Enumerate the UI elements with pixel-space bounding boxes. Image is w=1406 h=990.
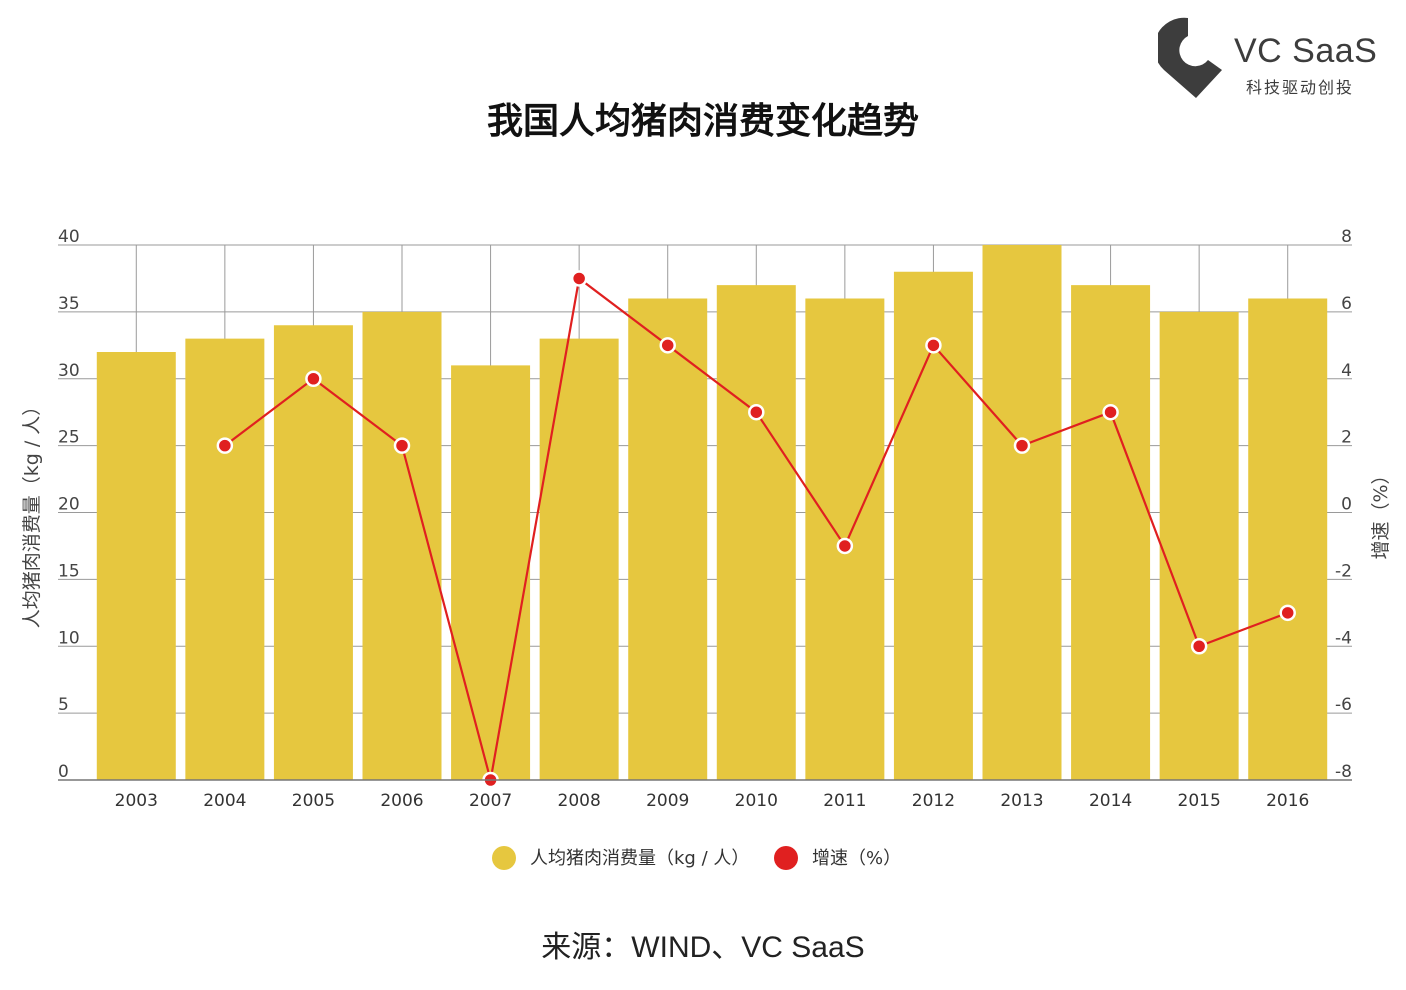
x-tick-label: 2010 xyxy=(735,791,778,811)
growth-point-2009 xyxy=(659,337,676,354)
growth-point-2013 xyxy=(1013,437,1031,454)
y-tick-label-left: 25 xyxy=(58,428,80,448)
y-tick-label-left: 30 xyxy=(58,361,80,381)
y-tick-label-left: 15 xyxy=(58,561,80,581)
y-axis-title-right: 增速（%） xyxy=(1370,465,1392,559)
y-tick-label-right: -4 xyxy=(1335,628,1352,648)
x-tick-label: 2014 xyxy=(1089,791,1132,811)
y-tick-label-left: 0 xyxy=(58,762,69,782)
growth-point-2015 xyxy=(1190,638,1208,655)
growth-point-2016 xyxy=(1279,604,1296,622)
y-axis-title-left: 人均猪肉消费量（kg / 人） xyxy=(21,397,43,629)
growth-point-2011 xyxy=(836,537,854,555)
x-tick-label: 2006 xyxy=(380,791,423,811)
brand-logo: VC SaaS 科技驱动创投 xyxy=(1158,14,1388,104)
y-tick-label-left: 20 xyxy=(58,495,80,515)
bar-2005 xyxy=(273,325,353,780)
y-tick-label-right: 8 xyxy=(1341,227,1352,247)
bar-2013 xyxy=(982,245,1062,780)
line-series xyxy=(216,270,1296,789)
growth-point-2010 xyxy=(748,403,765,421)
y-tick-label-left: 35 xyxy=(58,294,80,314)
x-tick-label: 2009 xyxy=(646,791,689,811)
x-tick-label: 2016 xyxy=(1266,791,1309,811)
y-tick-label-right: -6 xyxy=(1335,695,1352,715)
y-tick-label-right: 6 xyxy=(1341,294,1352,314)
bar-2007 xyxy=(451,365,531,780)
y-tick-label-right: 4 xyxy=(1341,361,1352,381)
bar-2010 xyxy=(716,285,796,780)
bar-2012 xyxy=(893,271,973,780)
bar-2009 xyxy=(628,298,708,780)
bar-2014 xyxy=(1071,285,1151,780)
x-tick-label: 2008 xyxy=(558,791,601,811)
x-tick-label: 2011 xyxy=(823,791,866,811)
growth-point-2014 xyxy=(1102,403,1119,421)
axes: 0 -8 5 -6 10 -4 15 -2 20 0 25 2 30 4 35 6 40 8 2003 2004 200… xyxy=(21,227,1392,811)
growth-point-2005 xyxy=(305,370,322,387)
legend-swatch-growth xyxy=(774,846,798,870)
x-tick-label: 2012 xyxy=(912,791,955,811)
x-tick-label: 2003 xyxy=(115,791,158,811)
x-tick-label: 2007 xyxy=(469,791,512,811)
growth-point-2006 xyxy=(393,437,411,454)
y-tick-label-left: 5 xyxy=(58,695,69,715)
bar-2015 xyxy=(1159,311,1239,780)
logo-tagline: 科技驱动创投 xyxy=(1246,78,1355,97)
legend-label-consumption: 人均猪肉消费量（kg / 人） xyxy=(530,848,749,869)
growth-point-2004 xyxy=(216,437,234,454)
bar-2003 xyxy=(96,352,176,780)
y-tick-label-right: 2 xyxy=(1341,428,1352,448)
y-tick-label-right: -8 xyxy=(1335,762,1352,782)
x-tick-label: 2015 xyxy=(1178,791,1221,811)
x-tick-label: 2005 xyxy=(292,791,335,811)
bar-2004 xyxy=(185,338,265,780)
legend-label-growth: 增速（%） xyxy=(812,848,901,869)
legend-swatch-consumption xyxy=(492,846,516,870)
bar-2008 xyxy=(539,338,619,780)
y-tick-label-left: 10 xyxy=(58,628,80,648)
logo-name: VC SaaS xyxy=(1234,32,1378,70)
source-note: 来源：WIND、VC SaaS xyxy=(541,931,865,964)
chart-title: 我国人均猪肉消费变化趋势 xyxy=(486,101,919,142)
x-tick-label: 2013 xyxy=(1000,791,1043,811)
growth-point-2012 xyxy=(925,337,942,354)
y-tick-label-left: 40 xyxy=(58,227,80,247)
bar-2016 xyxy=(1248,298,1328,780)
y-tick-label-right: -2 xyxy=(1335,561,1352,581)
logo-mark-icon xyxy=(1158,17,1222,98)
growth-point-2008 xyxy=(570,270,588,287)
bar-series xyxy=(96,245,1328,780)
legend: 人均猪肉消费量（kg / 人） 增速（%） xyxy=(492,846,901,870)
x-tick-label: 2004 xyxy=(203,791,246,811)
y-tick-label-right: 0 xyxy=(1341,495,1352,515)
